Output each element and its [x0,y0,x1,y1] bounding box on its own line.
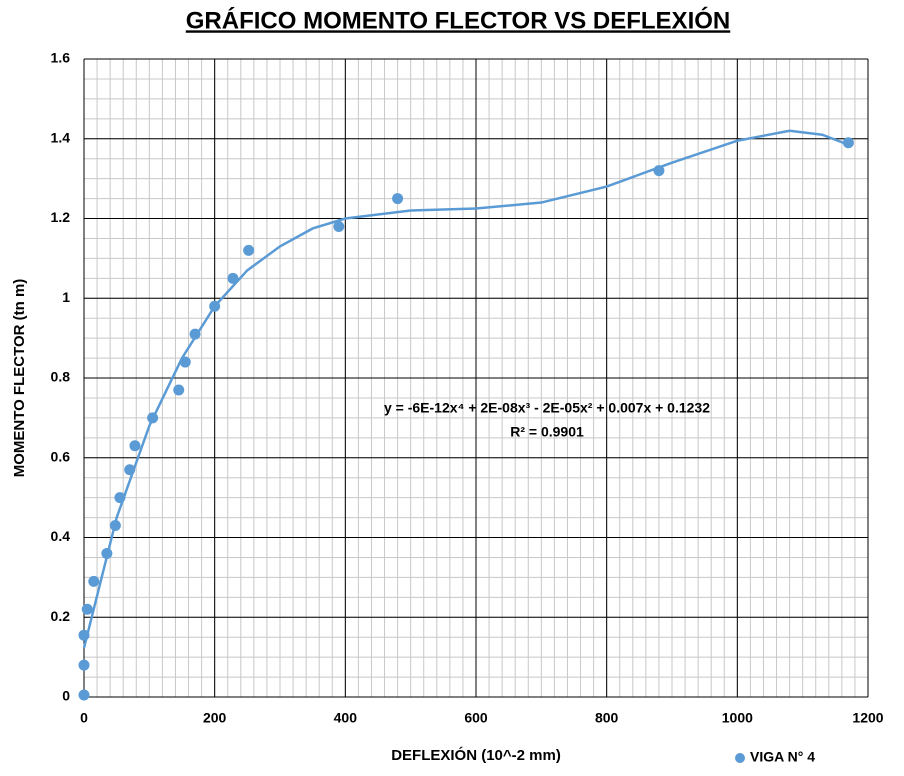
legend-label: VIGA N° 4 [750,749,815,765]
y-tick-label: 0.8 [51,369,71,385]
y-tick-label: 1.2 [51,209,71,225]
y-tick-label: 0 [62,688,70,704]
trendline [82,129,849,649]
trendline-r2: R² = 0.9901 [510,424,584,440]
data-point [101,547,113,559]
data-point [78,659,90,671]
x-tick-label: 0 [80,710,88,726]
data-point [147,412,159,424]
data-point [842,137,854,149]
x-axis-label: DEFLEXIÓN (10^-2 mm) [391,746,561,764]
y-tick-label: 0.2 [51,608,71,624]
y-tick-label: 0.6 [51,448,71,464]
data-point [109,520,121,532]
data-point [81,603,93,615]
data-point [209,300,221,312]
data-point [189,328,201,340]
x-tick-label: 200 [203,710,227,726]
data-point [78,629,90,641]
data-point [78,689,90,701]
y-tick-label: 0.4 [51,528,71,544]
data-point [392,193,404,205]
data-point [333,220,345,232]
data-point [88,575,100,587]
chart-title: GRÁFICO MOMENTO FLECTOR VS DEFLEXIÓN [186,6,730,34]
data-point [124,464,136,476]
data-point [129,440,141,452]
x-tick-label: 1000 [722,710,753,726]
x-tick-label: 400 [334,710,358,726]
data-point [114,492,126,504]
data-point [653,165,665,177]
legend-marker [735,753,745,763]
x-tick-label: 600 [464,710,488,726]
x-tick-label: 1200 [852,710,883,726]
y-tick-label: 1 [62,289,70,305]
x-tick-label: 800 [595,710,619,726]
data-point [173,384,185,396]
trendline-equation: y = -6E-12x⁴ + 2E-08x³ - 2E-05x² + 0.007… [384,400,710,416]
data-point [179,356,191,368]
data-point [227,272,239,284]
y-axis-label: MOMENTO FLECTOR (tn m) [11,279,28,478]
y-tick-label: 1.6 [51,50,71,66]
y-tick-label: 1.4 [51,129,71,145]
data-point [243,244,255,256]
